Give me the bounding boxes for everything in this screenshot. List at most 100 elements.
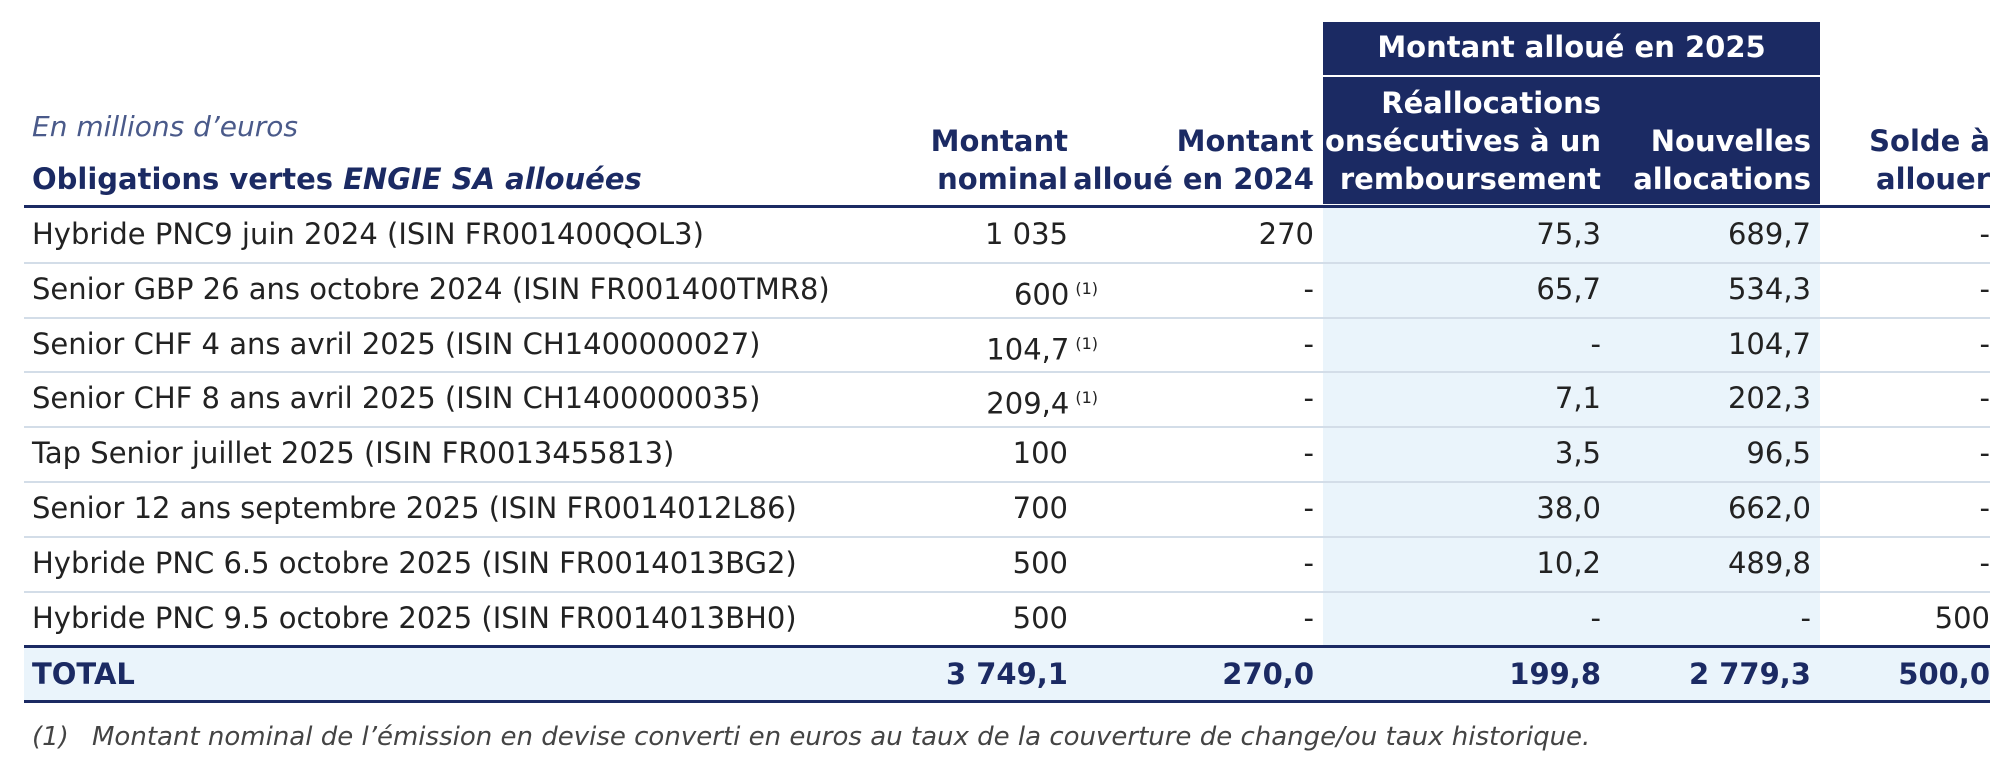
value: 199,8 xyxy=(1509,657,1601,691)
footnote-ref: (1) xyxy=(1075,333,1098,353)
cell-value: - xyxy=(1304,329,1314,359)
header-band xyxy=(1323,22,1820,204)
cell-value: - xyxy=(1591,603,1601,633)
value: 600 xyxy=(1013,277,1070,312)
value: 100 xyxy=(1012,436,1068,471)
value: 489,8 xyxy=(1727,545,1811,580)
cell-value: - xyxy=(1591,329,1601,359)
cell-value: 104,7 (1) xyxy=(986,329,1098,365)
row-header-text: Obligations vertes xyxy=(32,162,344,196)
value: - xyxy=(1979,381,1990,416)
rule xyxy=(24,316,1990,319)
cell-value: 270 xyxy=(1259,219,1314,249)
cell-value: 700 xyxy=(1013,493,1068,523)
footnote-marker: (1) xyxy=(32,722,69,752)
column-header: remboursement xyxy=(1339,162,1601,196)
cell-value: - xyxy=(1980,438,1990,468)
header-divider xyxy=(1323,75,1820,77)
cell-value: 38,0 xyxy=(1536,493,1601,523)
cell-value: - xyxy=(1980,329,1990,359)
bond-name: Senior GBP 26 ans octobre 2024 (ISIN FR0… xyxy=(32,271,830,306)
value: 700 xyxy=(1012,491,1068,525)
rule xyxy=(24,645,1990,648)
value: - xyxy=(1303,381,1314,416)
value: 65,7 xyxy=(1536,271,1601,306)
cell-value: 2 779,3 xyxy=(1689,659,1811,689)
value: 209,4 xyxy=(986,387,1070,422)
value: 500 xyxy=(1934,600,1990,635)
cell-value: - xyxy=(1304,274,1314,304)
value: 2 779,3 xyxy=(1688,657,1811,691)
footnote-text: Montant nominal de l’émission en devise … xyxy=(92,722,1591,752)
value: - xyxy=(1979,217,1990,251)
cell-value: 689,7 xyxy=(1728,219,1811,249)
bond-name: Tap Senior juillet 2025 (ISIN FR00134558… xyxy=(32,436,675,471)
cell-value: 500 xyxy=(1935,603,1990,633)
cell-value: 65,7 xyxy=(1536,274,1601,304)
group-header: Montant alloué en 2025 xyxy=(1377,30,1766,64)
bond-name: Hybride PNC9 juin 2024 (ISIN FR001400QOL… xyxy=(32,217,704,251)
value: - xyxy=(1303,545,1314,580)
cell-value: 7,1 xyxy=(1555,383,1601,413)
cell-value: 96,5 xyxy=(1746,438,1811,468)
column-header: Montant xyxy=(930,124,1068,158)
value: 75,3 xyxy=(1536,217,1601,251)
value: 104,7 xyxy=(986,332,1070,367)
cell-value: - xyxy=(1980,274,1990,304)
value: 38,0 xyxy=(1536,491,1601,525)
cell-value: - xyxy=(1801,603,1811,633)
cell-value: 534,3 xyxy=(1728,274,1811,304)
value: - xyxy=(1979,491,1990,525)
column-header: Nouvelles xyxy=(1650,124,1811,158)
value: 662,0 xyxy=(1727,491,1811,525)
total-band xyxy=(24,647,1990,701)
value: - xyxy=(1979,326,1990,361)
value: 96,5 xyxy=(1746,436,1811,471)
column-header: Solde à xyxy=(1869,124,1990,158)
cell-value: 75,3 xyxy=(1536,219,1601,249)
value: 270,0 xyxy=(1222,657,1314,691)
value: 104,7 xyxy=(1727,326,1811,361)
value: - xyxy=(1979,271,1990,306)
cell-value: - xyxy=(1304,383,1314,413)
value: 689,7 xyxy=(1727,217,1811,251)
value: - xyxy=(1590,326,1601,361)
column-header: Réallocations xyxy=(1381,86,1601,120)
cell-value: 500 xyxy=(1013,548,1068,578)
value: - xyxy=(1303,326,1314,361)
bond-name: Senior 12 ans septembre 2025 (ISIN FR001… xyxy=(32,491,797,525)
total-label: TOTAL xyxy=(32,657,135,691)
value: 10,2 xyxy=(1536,545,1601,580)
rule xyxy=(24,426,1990,429)
rule xyxy=(24,261,1990,264)
column-header: allouer xyxy=(1876,162,1990,196)
cell-value: 10,2 xyxy=(1536,548,1601,578)
cell-value: 662,0 xyxy=(1728,493,1811,523)
value: 500 xyxy=(1012,600,1068,635)
rule xyxy=(24,535,1990,538)
rule xyxy=(24,481,1990,483)
column-header: alloué en 2024 xyxy=(1073,162,1314,196)
cell-value: 209,4 (1) xyxy=(986,383,1098,419)
cell-value: 104,7 xyxy=(1728,329,1811,359)
value: 7,1 xyxy=(1554,381,1601,416)
value: - xyxy=(1979,545,1990,580)
bond-name: Senior CHF 4 ans avril 2025 (ISIN CH1400… xyxy=(32,326,761,361)
value: - xyxy=(1590,600,1601,635)
footnote-ref: (1) xyxy=(1075,388,1098,408)
cell-value: - xyxy=(1980,383,1990,413)
cell-value: - xyxy=(1304,548,1314,578)
value: - xyxy=(1303,436,1314,471)
value: 500,0 xyxy=(1898,657,1990,691)
unit: En millions d’euros xyxy=(32,110,298,143)
cell-value: 270,0 xyxy=(1222,659,1314,689)
value: 3,5 xyxy=(1554,436,1601,471)
cell-value: - xyxy=(1980,493,1990,523)
row-header: Obligations vertes ENGIE SA allouées xyxy=(32,160,642,198)
bond-name: Hybride PNC 9.5 octobre 2025 (ISIN FR001… xyxy=(32,600,797,635)
rule xyxy=(24,590,1990,593)
cell-value: 100 xyxy=(1013,438,1068,468)
cell-value: - xyxy=(1304,493,1314,523)
cell-value: 1 035 xyxy=(985,219,1068,249)
